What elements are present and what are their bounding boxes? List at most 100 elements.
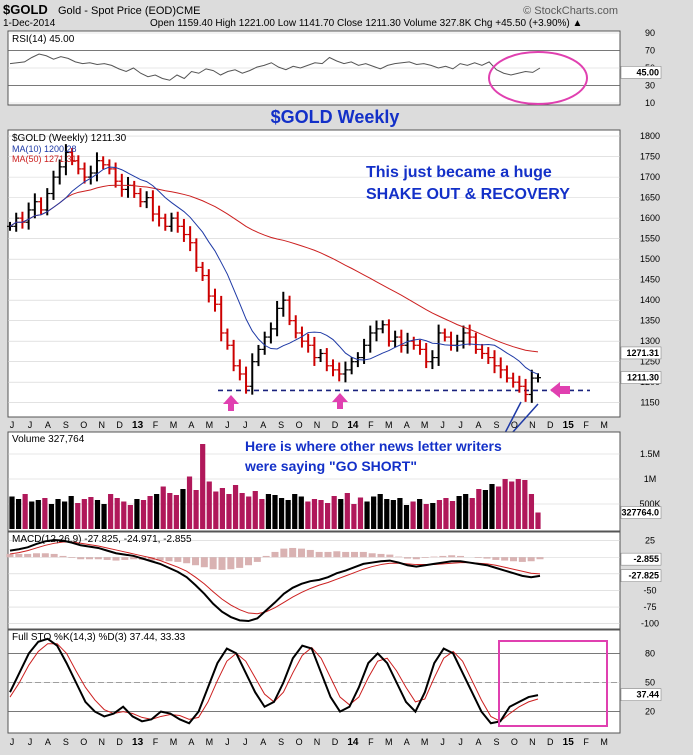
- x-tick-label: N: [529, 420, 536, 430]
- ma50-line: [9, 184, 539, 353]
- price-bar: [423, 342, 430, 369]
- price-bar: [75, 155, 82, 175]
- price-bar: [25, 202, 32, 230]
- x-tick-label: N: [314, 420, 321, 430]
- volume-bar: [318, 500, 324, 529]
- volume-legend: Volume 327,764: [12, 434, 85, 445]
- macd-hist-bar: [112, 557, 120, 561]
- volume-bar: [9, 496, 15, 529]
- price-bar: [162, 213, 169, 231]
- price-tick-label: 1650: [640, 193, 660, 203]
- volume-bar: [535, 512, 541, 529]
- macd-hist-bar: [103, 557, 111, 560]
- volume-bar: [338, 499, 344, 529]
- macd-hist-bar: [404, 557, 411, 559]
- x-tick-label: O: [80, 420, 87, 430]
- macd-hist-bar: [492, 557, 500, 560]
- volume-bar: [29, 501, 35, 529]
- price-bar: [330, 359, 337, 377]
- price-bar: [410, 336, 417, 350]
- price-bar: [187, 226, 194, 252]
- price-bar: [274, 300, 281, 337]
- price-bar: [317, 349, 324, 363]
- rsi-tick-label: 30: [645, 81, 655, 91]
- price-bar: [93, 152, 100, 182]
- arrow-up-icon: [223, 395, 239, 411]
- macd-hist-bar: [280, 548, 288, 558]
- macd-hist-bar: [86, 557, 93, 560]
- price-bar: [305, 333, 312, 353]
- price-bar: [56, 159, 63, 185]
- x-tick-label: M: [170, 737, 178, 747]
- x-tick-label: N: [98, 737, 105, 747]
- volume-bar: [180, 489, 186, 529]
- price-bar: [336, 362, 343, 382]
- volume-value-label: 327764.0: [621, 508, 659, 518]
- ma50-value-label: 1271.31: [626, 348, 659, 358]
- rsi-line: [9, 53, 541, 81]
- macd-signal-line: [9, 541, 541, 615]
- rsi-tick-label: 10: [645, 98, 655, 108]
- volume-bar: [219, 488, 225, 529]
- macd-histogram: [6, 547, 544, 570]
- macd-hist-bar: [192, 557, 199, 566]
- x-tick-label: D: [547, 420, 554, 430]
- price-tick-label: 1700: [640, 172, 660, 182]
- macd-hist-bar: [421, 557, 429, 558]
- ma50-legend: MA(50) 1271.31: [12, 154, 77, 164]
- volume-bar: [173, 495, 179, 529]
- annotation-title: $GOLD Weekly: [271, 107, 400, 127]
- x-tick-label: O: [511, 737, 518, 747]
- macd-hist-bar: [253, 557, 261, 562]
- volume-bar: [239, 493, 245, 529]
- ohlc-summary: Open 1159.40 High 1221.00 Low 1141.70 Cl…: [150, 18, 582, 29]
- price-bar: [342, 361, 349, 383]
- x-tick-label: M: [421, 420, 429, 430]
- price-bar: [311, 336, 318, 366]
- price-bar: [199, 261, 206, 281]
- price-tick-label: 1500: [640, 254, 660, 264]
- macd-hist-bar: [501, 557, 509, 561]
- price-bar: [87, 165, 94, 185]
- volume-bar: [325, 503, 331, 529]
- volume-bar: [522, 480, 528, 529]
- price-bar: [392, 330, 399, 348]
- macd-hist-bar: [147, 557, 155, 561]
- price-bar: [62, 144, 69, 176]
- macd-tick-label: -100: [641, 619, 659, 629]
- sto-value-label: 37.44: [636, 690, 659, 700]
- volume-bar: [443, 498, 449, 529]
- macd-hist-bar: [483, 557, 491, 559]
- x-tick-label: F: [583, 420, 589, 430]
- price-bar: [236, 359, 243, 381]
- x-tick-label: F: [368, 737, 374, 747]
- volume-bar: [298, 496, 304, 529]
- price-bar: [112, 162, 119, 188]
- x-tick-label: S: [493, 737, 499, 747]
- volume-bar: [331, 496, 337, 529]
- x-tick-label: S: [278, 737, 284, 747]
- volume-bar: [476, 489, 482, 529]
- price-bar: [535, 373, 541, 383]
- volume-bar: [351, 504, 357, 529]
- macd-hist-bar: [377, 553, 385, 558]
- macd-hist-bar: [289, 547, 297, 558]
- price-tick-label: 1800: [640, 131, 660, 141]
- volume-bar: [42, 498, 48, 529]
- volume-bar: [397, 498, 403, 529]
- volume-tick-label: 1.5M: [640, 449, 660, 459]
- volume-bar: [35, 500, 41, 529]
- x-tick-label: J: [458, 420, 463, 430]
- volume-bar: [140, 500, 147, 529]
- annotation-short-1: Here is where other news letter writers: [245, 438, 502, 454]
- price-bar: [174, 211, 181, 233]
- annotation-short-2: were saying "GO SHORT": [244, 458, 417, 474]
- close-value-label: 1211.30: [627, 373, 659, 383]
- volume-bar: [22, 494, 28, 529]
- x-tick-label: J: [28, 737, 33, 747]
- volume-bar: [292, 494, 298, 529]
- x-tick-label: S: [63, 737, 69, 747]
- volume-tick-label: 500K: [639, 499, 660, 509]
- macd-value-label: -27.825: [628, 571, 659, 581]
- x-tick-label: D: [332, 737, 339, 747]
